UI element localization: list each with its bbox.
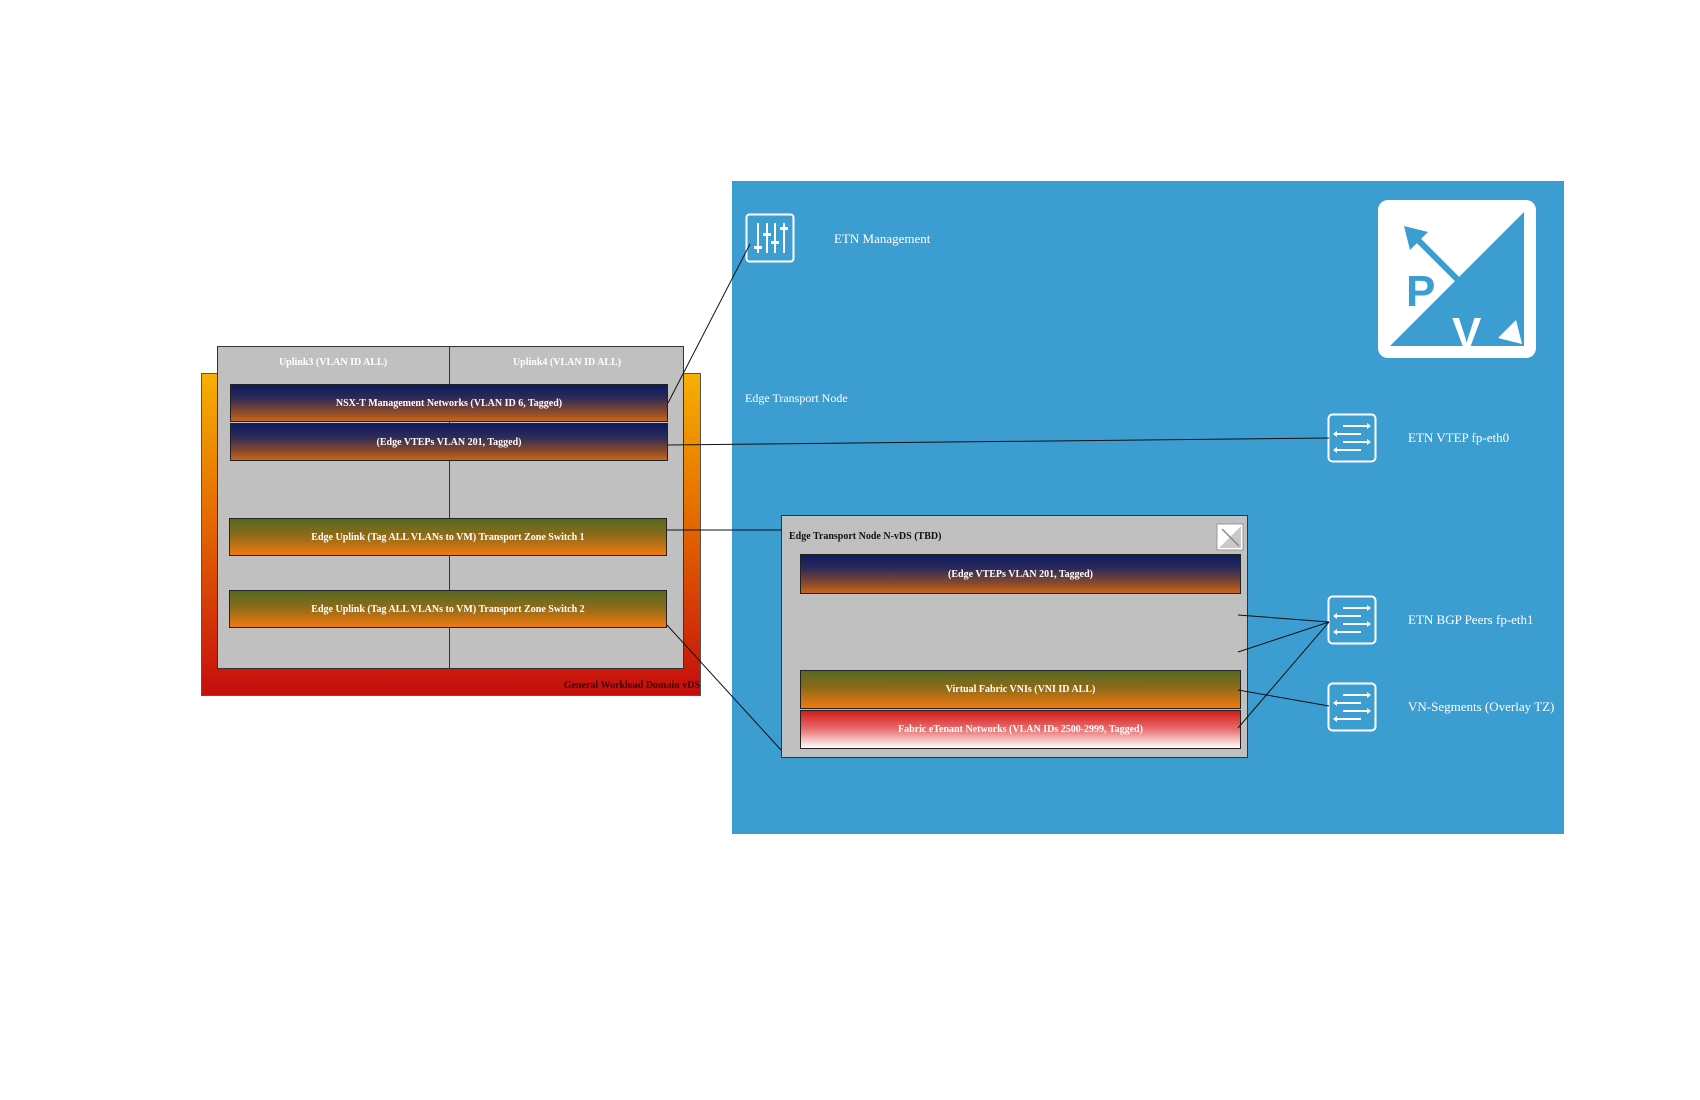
vn-segments-label: VN-Segments (Overlay TZ) bbox=[1408, 699, 1555, 714]
nvds-label: Edge Transport Node N-vDS (TBD) bbox=[789, 531, 942, 542]
etn-vtep-label: ETN VTEP fp-eth0 bbox=[1408, 430, 1510, 445]
uplink3-label: Uplink3 (VLAN ID ALL) bbox=[278, 357, 388, 368]
connector-segments bbox=[1237, 689, 1330, 707]
uplink-column-divider bbox=[449, 346, 450, 669]
nvds-mini-logo-icon bbox=[1216, 523, 1244, 551]
etn-management-label: ETN Management bbox=[834, 231, 931, 246]
nvds-portgroup-edge-vteps[interactable]: (Edge VTEPs VLAN 201, Tagged) bbox=[800, 554, 1241, 594]
etn-label: Edge Transport Node bbox=[745, 391, 848, 405]
connector-bgp-3 bbox=[1237, 621, 1330, 729]
connector-vtep bbox=[667, 437, 1330, 446]
etn-bgp-label: ETN BGP Peers fp-eth1 bbox=[1408, 612, 1534, 627]
uplink4-label: Uplink4 (VLAN ID ALL) bbox=[512, 357, 622, 368]
portgroup-edge-uplink-2[interactable]: Edge Uplink (Tag ALL VLANs to VM) Transp… bbox=[229, 590, 667, 628]
logo-letter-p: P bbox=[1406, 267, 1435, 316]
connector-uplink2 bbox=[666, 624, 782, 751]
nvds-portgroup-fabric-vnis[interactable]: Virtual Fabric VNIs (VNI ID ALL) bbox=[800, 670, 1241, 709]
portgroup-edge-vteps[interactable]: (Edge VTEPs VLAN 201, Tagged) bbox=[230, 423, 668, 461]
bgp-switch-icon bbox=[1327, 595, 1377, 645]
settings-sliders-icon bbox=[745, 213, 795, 263]
segments-switch-icon bbox=[1327, 682, 1377, 732]
connector-bgp-2 bbox=[1237, 621, 1330, 653]
portgroup-nsx-management[interactable]: NSX-T Management Networks (VLAN ID 6, Ta… bbox=[230, 384, 668, 422]
portgroup-edge-uplink-1[interactable]: Edge Uplink (Tag ALL VLANs to VM) Transp… bbox=[229, 518, 667, 556]
logo-letter-v: V bbox=[1452, 309, 1482, 358]
p2v-logo-icon: P V bbox=[1376, 198, 1538, 360]
nvds-portgroup-etenant[interactable]: Fabric eTenant Networks (VLAN IDs 2500-2… bbox=[800, 710, 1241, 749]
connector-mgmt bbox=[667, 243, 751, 404]
connector-bgp-1 bbox=[1237, 614, 1330, 623]
vds-label: General Workload Domain vDS bbox=[563, 680, 700, 691]
